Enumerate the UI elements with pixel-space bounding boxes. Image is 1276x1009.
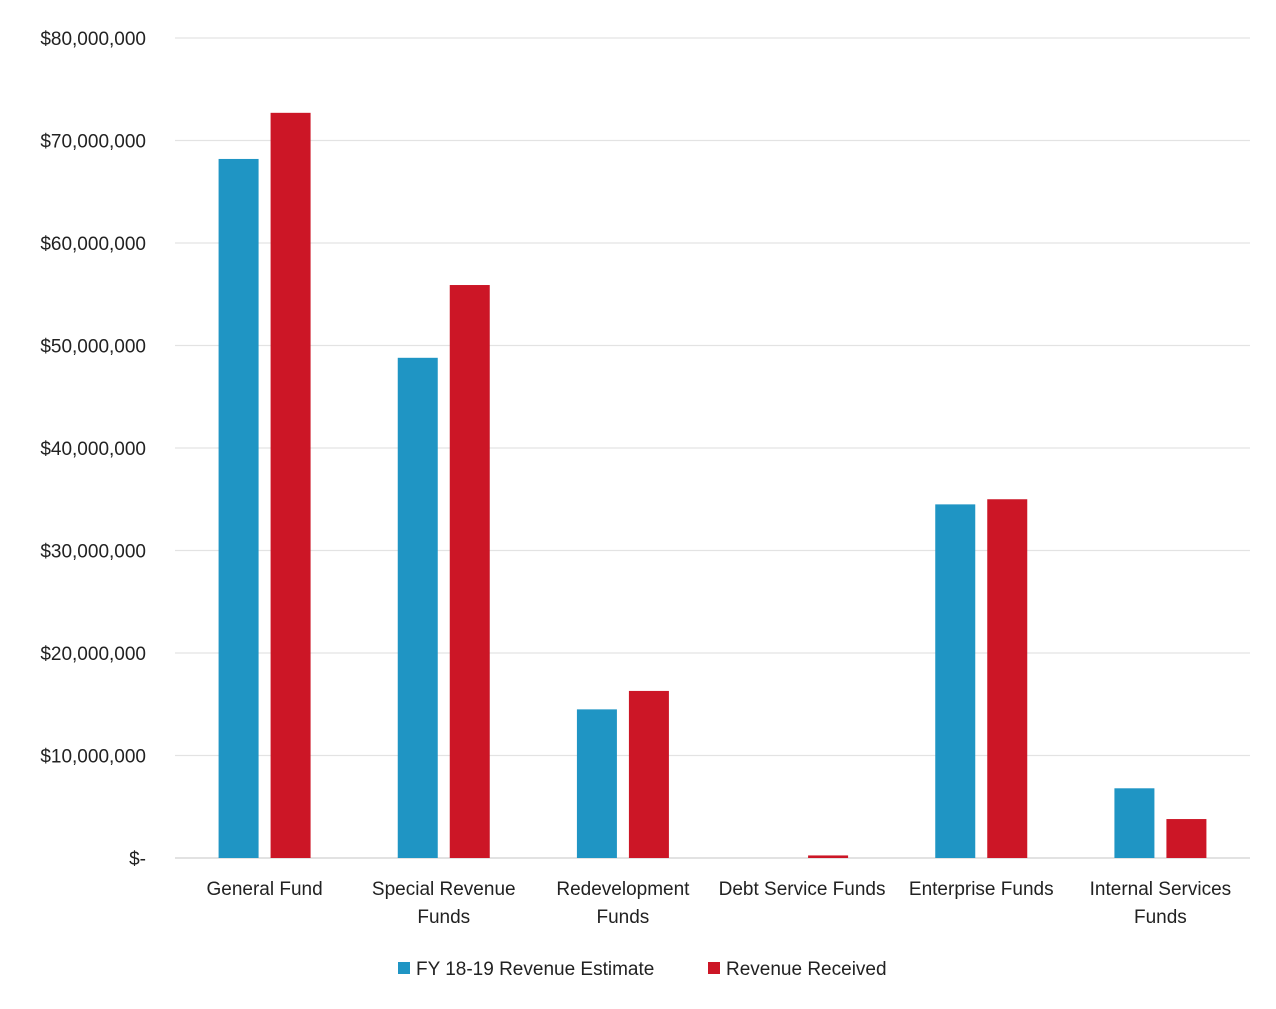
x-category-label: Internal Services Funds <box>1090 879 1232 928</box>
bar-received <box>449 285 490 858</box>
y-tick-label: $70,000,000 <box>40 132 146 153</box>
bar-estimate <box>397 357 438 858</box>
y-tick-label: $50,000,000 <box>40 337 146 358</box>
bar-received <box>628 690 669 858</box>
y-tick-label: $10,000,000 <box>40 747 146 768</box>
bar-received <box>987 499 1028 858</box>
y-tick-label: $40,000,000 <box>40 439 146 460</box>
x-category-label-line: Funds <box>1134 907 1187 928</box>
x-category-label-line: General Fund <box>206 879 322 900</box>
bars <box>218 112 1207 858</box>
y-tick-label: $60,000,000 <box>40 234 146 255</box>
y-axis-tick-labels: $- $10,000,000 $20,000,000 $30,000,000 $40,0… <box>40 29 146 870</box>
bar-received <box>270 112 311 858</box>
y-tick-label: $80,000,000 <box>40 29 146 50</box>
y-tick-label: $20,000,000 <box>40 644 146 665</box>
x-category-label-line: Redevelopment <box>556 879 690 900</box>
x-category-label-line: Funds <box>597 907 650 928</box>
legend-label: FY 18-19 Revenue Estimate <box>416 959 654 980</box>
x-category-label: Special Revenue Funds <box>372 879 516 928</box>
x-category-label-line: Internal Services <box>1090 879 1232 900</box>
x-category-label: General Fund <box>206 879 322 900</box>
bar-estimate <box>576 709 617 858</box>
bar-estimate <box>935 504 976 858</box>
legend: FY 18-19 Revenue Estimate Revenue Receive… <box>398 959 887 980</box>
bar-estimate <box>218 158 259 858</box>
legend-label: Revenue Received <box>726 959 887 980</box>
x-category-label: Enterprise Funds <box>909 879 1054 900</box>
x-category-label-line: Funds <box>417 907 470 928</box>
x-category-label: Redevelopment Funds <box>556 879 690 928</box>
bar-received <box>808 855 849 858</box>
bar-estimate <box>1114 788 1155 858</box>
y-tick-label: $30,000,000 <box>40 542 146 563</box>
gridlines <box>175 37 1250 859</box>
x-category-label-line: Special Revenue <box>372 879 516 900</box>
bar-received <box>1166 819 1207 858</box>
x-category-label-line: Debt Service Funds <box>719 879 886 900</box>
y-tick-label: $- <box>129 849 146 870</box>
legend-swatch <box>398 962 410 974</box>
x-category-label: Debt Service Funds <box>719 879 886 900</box>
legend-swatch <box>708 962 720 974</box>
x-axis-category-labels: General Fund Special Revenue FundsRedevelo… <box>206 879 1231 928</box>
x-category-label-line: Enterprise Funds <box>909 879 1054 900</box>
